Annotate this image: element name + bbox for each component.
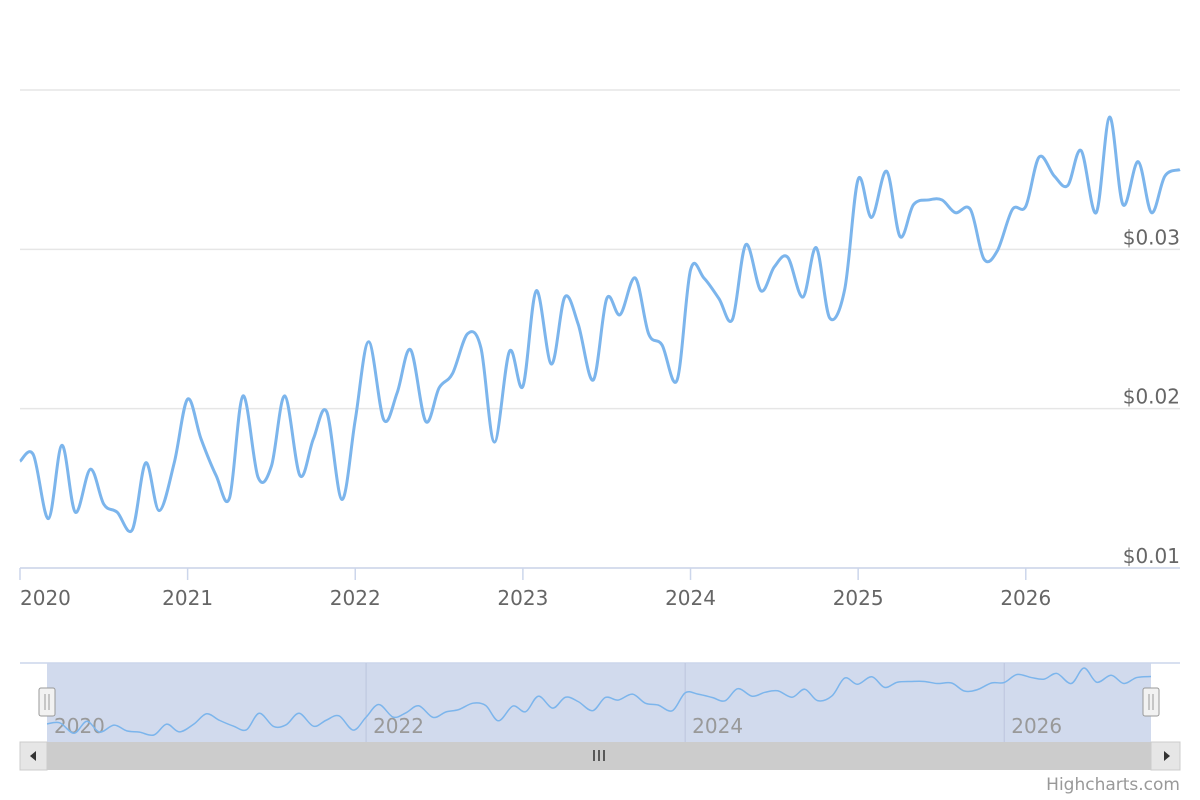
arrow-left-icon [30,751,36,761]
navigator-mask [47,663,1151,742]
credits[interactable]: Highcharts.com [1046,775,1180,795]
navigator-tick-label: 2026 [1011,714,1062,738]
x-tick-label: 2026 [1000,586,1051,610]
navigator-tick-label: 2022 [373,714,424,738]
scrollbar-grip [593,750,605,761]
navigator-line [46,667,1152,737]
y-tick-label: $0.01 [1123,544,1180,568]
x-tick-label: 2022 [330,586,381,610]
y-tick-label: $0.02 [1123,385,1180,409]
x-tick-label: 2020 [20,586,71,610]
y-tick-label: $0.03 [1123,225,1180,249]
x-tick-label: 2023 [497,586,548,610]
x-tick-label: 2025 [833,586,884,610]
navigator-tick-label: 2024 [692,714,743,738]
navigator-handle[interactable] [38,687,56,717]
navigator-handle[interactable] [1142,687,1160,717]
arrow-right-icon [1164,751,1170,761]
price-line [18,115,1181,534]
navigator-tick-label: 2020 [54,714,105,738]
x-tick-label: 2021 [162,586,213,610]
x-tick-label: 2024 [665,586,716,610]
